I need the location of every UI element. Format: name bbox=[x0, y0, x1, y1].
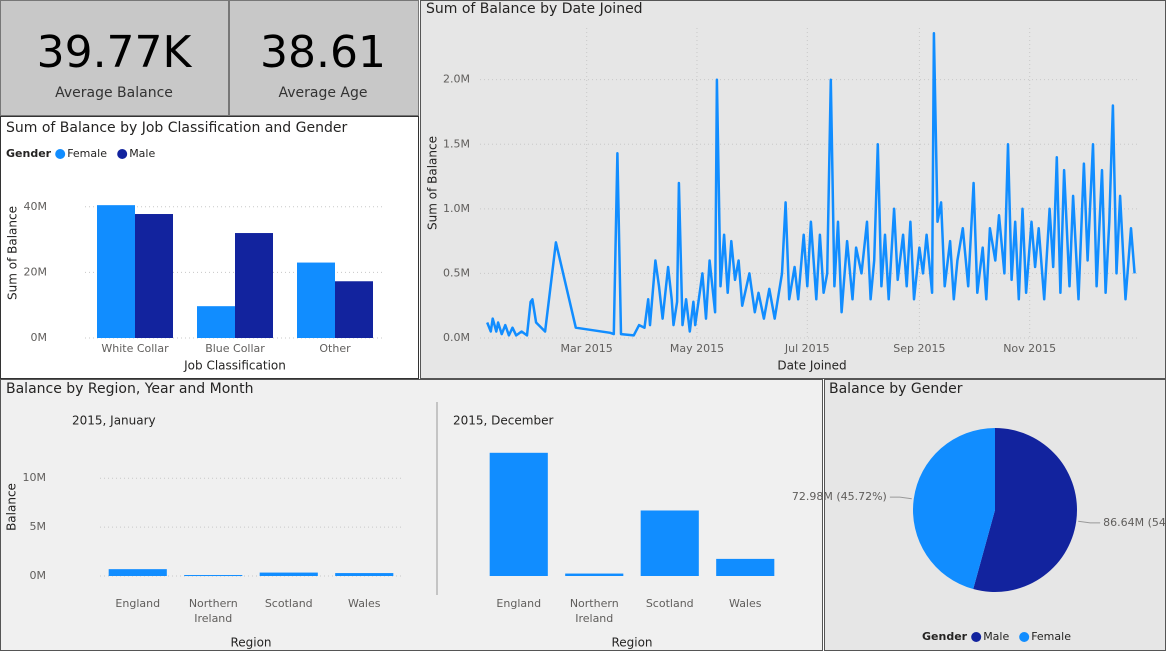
x-tick-label: Scotland bbox=[264, 597, 313, 610]
bar bbox=[565, 573, 624, 576]
y-tick-label: 40M bbox=[24, 200, 48, 213]
bar bbox=[297, 262, 335, 338]
line-series bbox=[486, 31, 1136, 337]
card-label: Average Age bbox=[278, 85, 367, 101]
y-axis-label: Balance bbox=[5, 483, 19, 531]
x-tick-label: Mar 2015 bbox=[561, 342, 613, 355]
y-tick-label: 5M bbox=[30, 520, 47, 533]
x-tick-label: White Collar bbox=[101, 342, 169, 355]
x-tick-label: England bbox=[115, 597, 161, 610]
x-tick-label-box: Scotland bbox=[645, 597, 694, 610]
x-tick-label: Nov 2015 bbox=[1003, 342, 1056, 355]
bar bbox=[97, 205, 135, 338]
chart-title: Sum of Balance by Job Classification and… bbox=[6, 120, 347, 136]
x-axis-label: Job Classification bbox=[183, 359, 286, 373]
bar bbox=[335, 573, 394, 576]
y-tick-label: 2.0M bbox=[443, 73, 470, 86]
card-panel bbox=[0, 0, 229, 116]
x-tick-label: Northern Ireland bbox=[188, 597, 238, 625]
legend-swatch bbox=[55, 149, 66, 159]
x-tick-label-box: England bbox=[496, 597, 542, 610]
bar bbox=[489, 452, 548, 576]
x-tick-label-box: England bbox=[115, 597, 161, 610]
card-value: 38.61 bbox=[260, 27, 386, 78]
y-axis-label: Sum of Balance bbox=[6, 206, 20, 300]
y-tick-label: 0M bbox=[30, 569, 47, 582]
x-tick-label-box: Wales bbox=[729, 597, 762, 610]
bar bbox=[640, 510, 699, 576]
y-tick-label: 20M bbox=[24, 265, 48, 278]
data-label: 86.64M (54.28%) bbox=[1103, 516, 1166, 529]
legend-title: Gender bbox=[922, 630, 968, 643]
y-tick-label: 1.0M bbox=[443, 202, 470, 215]
y-tick-label: 1.5M bbox=[443, 137, 470, 150]
bar bbox=[235, 233, 273, 338]
x-tick-label: Wales bbox=[348, 597, 381, 610]
bar bbox=[197, 306, 235, 338]
x-tick-label: May 2015 bbox=[670, 342, 724, 355]
legend-swatch bbox=[117, 149, 128, 159]
x-tick-label: England bbox=[496, 597, 542, 610]
y-axis-label: Sum of Balance bbox=[426, 136, 440, 230]
x-tick-label: Scotland bbox=[645, 597, 694, 610]
legend-label: Female bbox=[1031, 630, 1071, 643]
x-tick-label: Other bbox=[319, 342, 351, 355]
leader-line bbox=[1078, 520, 1101, 524]
legend-title: Gender bbox=[6, 147, 52, 160]
x-tick-label: Northern Ireland bbox=[569, 597, 619, 625]
x-axis-label: Region bbox=[611, 636, 652, 650]
pie-slice bbox=[973, 428, 1077, 592]
legend-swatch bbox=[971, 632, 982, 642]
leader-line bbox=[889, 496, 912, 500]
chart-title: Balance by Gender bbox=[829, 381, 963, 397]
bar bbox=[259, 572, 318, 576]
bar bbox=[335, 281, 373, 338]
x-tick-label-box: Wales bbox=[348, 597, 381, 610]
line-panel bbox=[420, 0, 1166, 379]
x-tick-label: Sep 2015 bbox=[893, 342, 945, 355]
legend-label: Male bbox=[983, 630, 1009, 643]
x-axis-label: Region bbox=[230, 636, 271, 650]
bar bbox=[716, 558, 775, 576]
legend-label: Female bbox=[67, 147, 107, 160]
chart-title: Sum of Balance by Date Joined bbox=[426, 1, 643, 17]
x-tick-label-box: Northern Ireland bbox=[569, 597, 619, 625]
x-tick-label: Jul 2015 bbox=[784, 342, 830, 355]
subtitle: 2015, January bbox=[72, 414, 156, 428]
y-tick-label: 0.5M bbox=[443, 266, 470, 279]
subtitle: 2015, December bbox=[453, 414, 553, 428]
bar bbox=[135, 214, 173, 338]
x-tick-label-box: Northern Ireland bbox=[188, 597, 238, 625]
x-tick-label: Wales bbox=[729, 597, 762, 610]
x-axis-label: Date Joined bbox=[777, 359, 846, 373]
y-tick-label: 0.0M bbox=[443, 331, 470, 344]
x-tick-label: Blue Collar bbox=[205, 342, 265, 355]
bar bbox=[184, 575, 243, 577]
card-label: Average Balance bbox=[55, 85, 173, 101]
data-label: 72.98M (45.72%) bbox=[792, 490, 887, 503]
y-tick-label: 0M bbox=[31, 331, 48, 344]
card-panel bbox=[229, 0, 419, 116]
pie-slice bbox=[912, 428, 995, 590]
bar bbox=[108, 569, 167, 576]
x-tick-label-box: Scotland bbox=[264, 597, 313, 610]
chart-title: Balance by Region, Year and Month bbox=[6, 381, 254, 397]
y-tick-label: 10M bbox=[23, 471, 47, 484]
card-value: 39.77K bbox=[37, 27, 193, 78]
legend-swatch bbox=[1019, 632, 1030, 642]
legend-label: Male bbox=[129, 147, 155, 160]
